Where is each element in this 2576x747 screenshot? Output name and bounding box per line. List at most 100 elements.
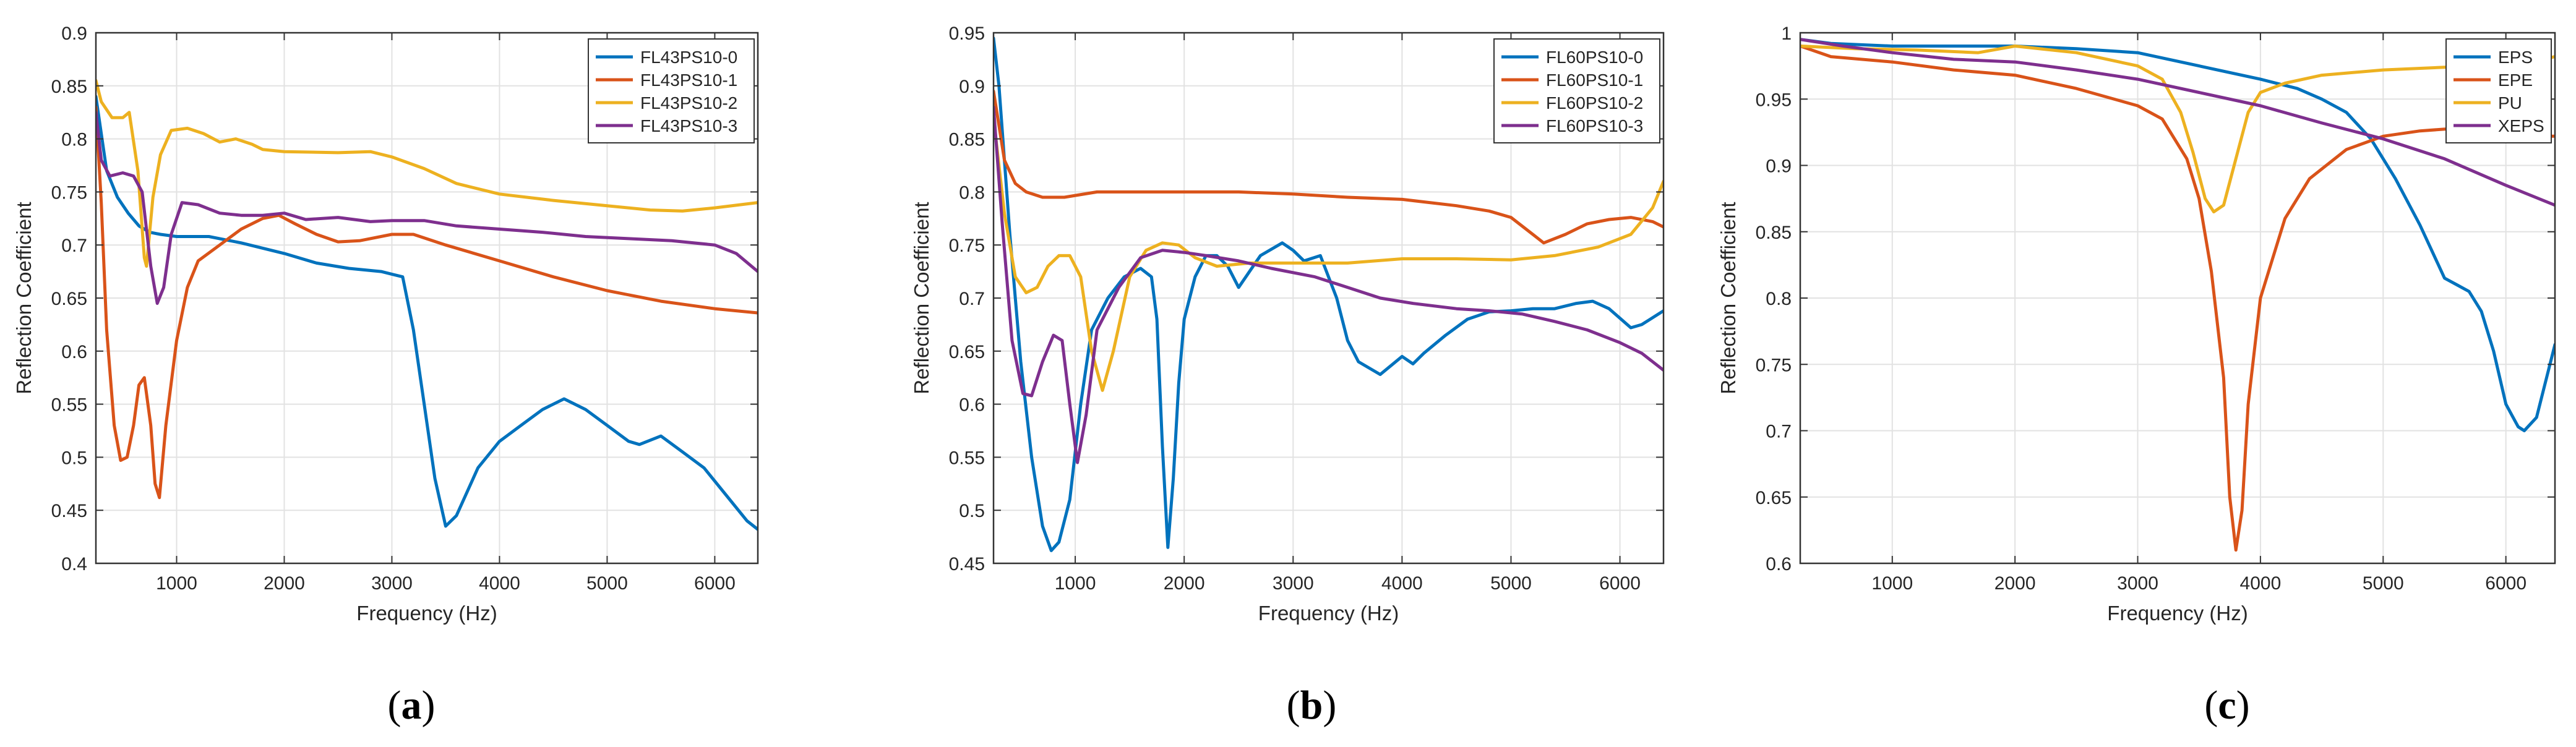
series-line-fl60ps10-2 [994, 116, 1664, 392]
panel-c: 1000 2000 3000 4000 5000 6000 0.6 0.65 0.7 0.75 0.… [1717, 23, 2556, 728]
series-line-fl43ps10-3 [96, 111, 758, 305]
y-axis-label: Reflection Coefficient [910, 202, 933, 394]
x-tick-label: 6000 [1599, 573, 1641, 594]
grid [96, 32, 758, 564]
panel-a: 1000 2000 3000 4000 5000 6000 0.4 0.45 0.5 0.55 0.… [12, 23, 759, 728]
legend-label: FL43PS10-0 [640, 48, 737, 67]
y-tick-label: 0.4 [61, 554, 87, 574]
y-tick-label: 0.75 [1756, 355, 1792, 375]
x-tick-label: 5000 [1490, 573, 1532, 594]
x-tick-label: 3000 [2117, 573, 2158, 594]
y-tick-label: 0.8 [1766, 289, 1792, 309]
y-tick-label: 0.75 [949, 236, 985, 256]
caption-open-paren: ( [1287, 683, 1300, 728]
y-tick-label: 0.7 [1766, 422, 1792, 442]
y-tick-label: 0.75 [51, 182, 87, 203]
y-tick-label: 0.6 [61, 342, 87, 362]
x-tick-label: 3000 [371, 573, 413, 594]
x-tick-label: 1000 [1871, 573, 1913, 594]
x-tick-label: 6000 [694, 573, 736, 594]
legend: FL43PS10-0 FL43PS10-1 FL43PS10-2 FL43PS10-3 [588, 38, 755, 143]
y-tick-label: 0.8 [61, 130, 87, 150]
series-line-epe [1800, 45, 2555, 552]
series-group [1800, 38, 2555, 552]
x-tick-label: 5000 [2363, 573, 2404, 594]
y-tick-label: 0.45 [51, 501, 87, 521]
legend-label: FL43PS10-3 [640, 116, 737, 135]
caption-open-paren: ( [2204, 683, 2218, 728]
caption-letter: b [1300, 683, 1323, 728]
y-tick-label: 0.5 [959, 501, 985, 521]
caption-close-paren: ) [422, 683, 436, 728]
x-tick-label: 2000 [1164, 573, 1205, 594]
y-tick-label: 0.95 [1756, 90, 1792, 110]
panel-caption: (c) [2204, 683, 2249, 728]
series-line-fl60ps10-3 [994, 105, 1664, 464]
y-tick-label: 0.7 [61, 236, 87, 256]
series-line-pu [1800, 45, 2555, 214]
series-group [96, 79, 758, 531]
series-group [994, 36, 1664, 552]
y-axis-label: Reflection Coefficient [1717, 202, 1740, 394]
legend-label: FL43PS10-1 [640, 70, 737, 90]
series-line-fl60ps10-1 [994, 89, 1664, 245]
caption-letter: c [2218, 683, 2236, 728]
caption-close-paren: ) [2236, 683, 2250, 728]
y-tick-label: 0.55 [949, 448, 985, 468]
legend-label: FL43PS10-2 [640, 93, 737, 113]
caption-open-paren: ( [388, 683, 401, 728]
series-line-fl43ps10-1 [96, 105, 758, 500]
x-tick-label: 5000 [586, 573, 628, 594]
x-tick-label: 2000 [1994, 573, 2036, 594]
x-tick-label: 1000 [1055, 573, 1096, 594]
y-tick-label: 0.65 [949, 342, 985, 362]
series-line-xeps [1800, 38, 2555, 207]
legend-label: FL60PS10-2 [1546, 93, 1643, 113]
legend-label: FL60PS10-0 [1546, 48, 1643, 67]
legend-label: XEPS [2498, 116, 2544, 135]
legend: FL60PS10-0 FL60PS10-1 FL60PS10-2 FL60PS10-3 [1493, 38, 1660, 143]
y-tick-label: 0.45 [949, 554, 985, 574]
y-tick-label: 0.65 [51, 289, 87, 309]
y-tick-label: 0.8 [959, 182, 985, 203]
y-tick-label: 0.9 [1766, 156, 1792, 177]
series-line-fl43ps10-2 [96, 79, 758, 268]
y-tick-label: 0.5 [61, 448, 87, 468]
y-axis-label: Reflection Coefficient [12, 202, 35, 394]
y-tick-label: 0.9 [61, 23, 87, 44]
x-tick-label: 4000 [1381, 573, 1423, 594]
y-tick-label: 0.95 [949, 23, 985, 44]
y-tick-label: 1 [1781, 23, 1792, 44]
legend-label: FL60PS10-1 [1546, 70, 1643, 90]
caption-letter: a [401, 683, 422, 728]
legend: EPS EPE PU XEPS [2445, 38, 2552, 143]
x-tick-label: 2000 [264, 573, 305, 594]
x-tick-label: 6000 [2485, 573, 2527, 594]
x-tick-label: 3000 [1273, 573, 1314, 594]
panel-b: 1000 2000 3000 4000 5000 6000 0.45 0.5 0.55 0.6 0.… [910, 23, 1665, 728]
x-tick-label: 4000 [479, 573, 520, 594]
series-line-fl43ps10-0 [96, 95, 758, 531]
x-axis-label: Frequency (Hz) [2107, 602, 2248, 625]
panel-caption: (a) [388, 683, 436, 728]
y-tick-label: 0.6 [1766, 554, 1792, 574]
legend-label: PU [2498, 93, 2522, 113]
y-tick-label: 0.6 [959, 395, 985, 416]
y-tick-label: 0.55 [51, 395, 87, 416]
y-tick-label: 0.7 [959, 289, 985, 309]
y-tick-label: 0.85 [51, 77, 87, 97]
y-tick-label: 0.85 [1756, 223, 1792, 243]
x-axis-label: Frequency (Hz) [1258, 602, 1399, 625]
x-axis-label: Frequency (Hz) [356, 602, 497, 625]
legend-label: FL60PS10-3 [1546, 116, 1643, 135]
legend-label: EPE [2498, 70, 2533, 90]
y-tick-label: 0.9 [959, 77, 985, 97]
caption-close-paren: ) [1323, 683, 1336, 728]
legend-label: EPS [2498, 48, 2533, 67]
x-tick-label: 4000 [2240, 573, 2282, 594]
y-tick-label: 0.65 [1756, 488, 1792, 508]
y-tick-label: 0.85 [949, 130, 985, 150]
panel-caption: (b) [1287, 683, 1337, 728]
x-tick-label: 1000 [156, 573, 197, 594]
